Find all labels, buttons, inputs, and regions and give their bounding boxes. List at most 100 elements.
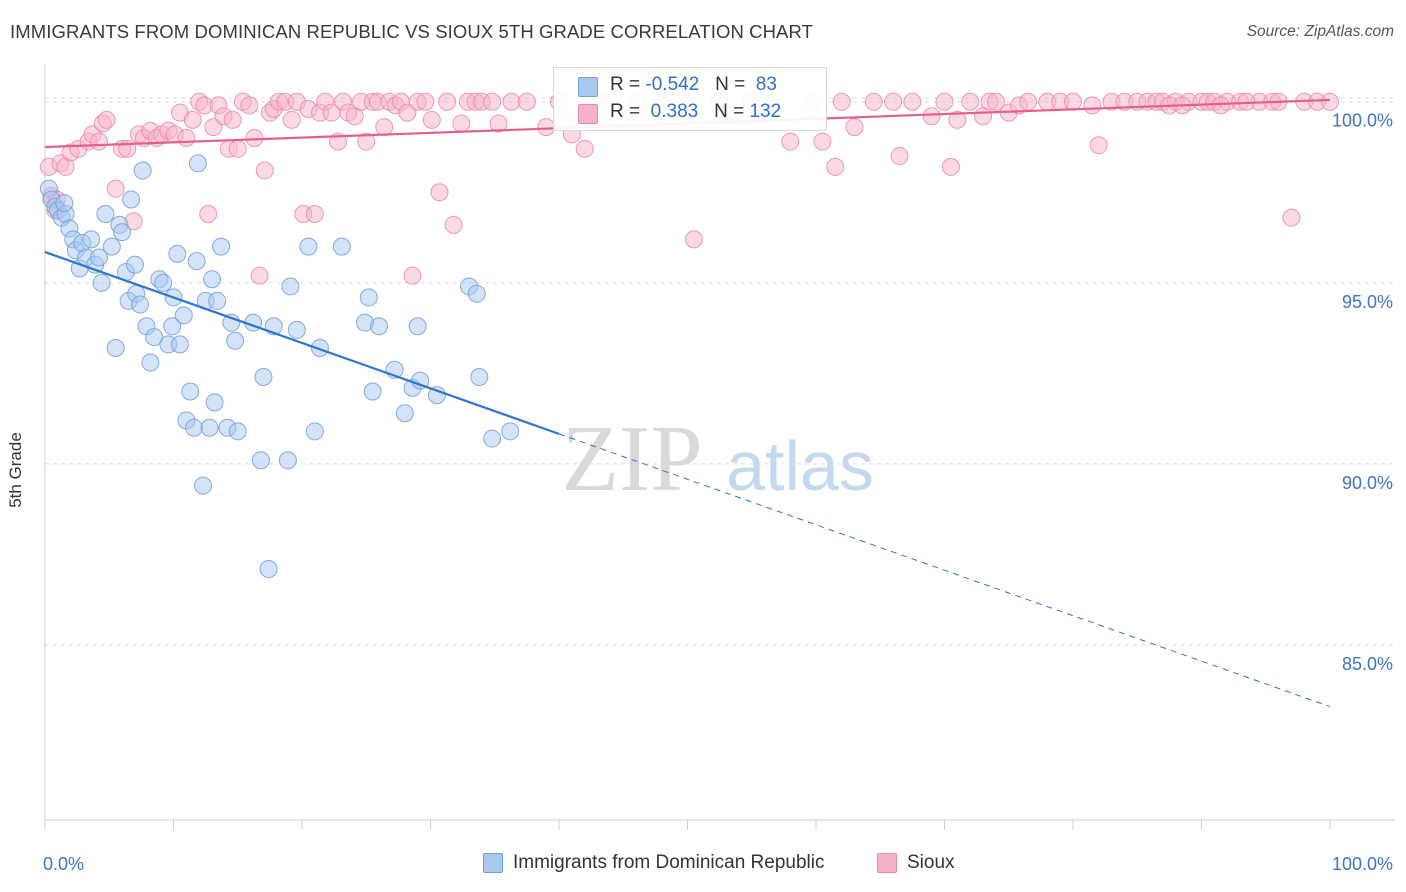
axes <box>44 64 1395 830</box>
x-tick-label: 0.0% <box>43 854 84 874</box>
data-point <box>183 110 202 129</box>
data-point <box>96 205 115 224</box>
data-point <box>305 205 324 224</box>
data-point <box>845 118 864 137</box>
sioux-legend-swatch <box>877 853 897 873</box>
legend-label: Sioux <box>907 852 955 873</box>
data-point <box>427 386 446 405</box>
x-tick-label: 100.0% <box>1332 854 1393 874</box>
r-label: R = <box>610 101 641 122</box>
data-point <box>974 107 993 126</box>
data-point <box>255 161 274 180</box>
data-point <box>438 92 457 111</box>
data-point <box>187 252 206 271</box>
stats-text: R = 0.383 N = 132 <box>610 101 781 123</box>
data-point <box>467 284 486 303</box>
data-point <box>826 157 845 176</box>
data-point <box>422 110 441 129</box>
data-point <box>332 237 351 256</box>
data-point <box>1321 92 1339 111</box>
data-point <box>310 339 329 358</box>
data-point <box>281 277 300 296</box>
n-label: N = <box>715 74 746 95</box>
data-point <box>408 317 427 336</box>
y-tick-label: 90.0% <box>1342 473 1393 493</box>
data-point <box>228 139 247 158</box>
data-point <box>287 320 306 339</box>
data-point <box>163 317 182 336</box>
data-point <box>133 161 152 180</box>
data-point <box>106 339 125 358</box>
data-point <box>82 230 101 249</box>
data-point <box>832 92 851 111</box>
data-point <box>941 157 960 176</box>
data-point <box>250 266 269 285</box>
data-point <box>89 132 108 151</box>
dominican-swatch <box>578 77 598 97</box>
data-point <box>903 92 922 111</box>
n-value: 83 <box>755 74 777 95</box>
data-point <box>282 110 301 129</box>
data-point <box>154 273 173 292</box>
data-point <box>299 237 318 256</box>
data-point <box>517 92 536 111</box>
data-point <box>444 215 463 234</box>
data-point <box>141 353 160 372</box>
data-point <box>212 237 231 256</box>
data-point <box>1089 136 1108 155</box>
stats-text: R = -0.542 N = 83 <box>610 74 777 96</box>
dominican-legend-swatch <box>483 853 503 873</box>
data-point <box>228 422 247 441</box>
watermark-atlas: atlas <box>726 427 874 505</box>
data-point <box>1282 208 1301 227</box>
data-point <box>226 331 245 350</box>
data-point <box>259 559 278 578</box>
r-value: 0.383 <box>650 101 699 122</box>
data-point <box>131 295 150 314</box>
data-point <box>177 128 196 147</box>
stats-legend: R = -0.542 N = 83 R = 0.383 N = 132 <box>553 67 827 131</box>
data-point <box>200 418 219 437</box>
data-point <box>102 237 121 256</box>
data-point <box>251 451 270 470</box>
data-point <box>254 367 273 386</box>
n-label: N = <box>714 101 745 122</box>
data-point <box>89 248 108 267</box>
data-point <box>188 154 207 173</box>
data-point <box>922 107 941 126</box>
data-point <box>363 382 382 401</box>
trend-lines <box>44 98 1331 708</box>
data-point <box>1064 92 1082 111</box>
data-point <box>948 110 967 129</box>
data-point <box>1019 92 1038 111</box>
data-point <box>181 382 200 401</box>
data-point <box>194 476 213 495</box>
data-point <box>395 404 414 423</box>
y-tick-label: 100.0% <box>1332 111 1393 131</box>
data-point <box>208 291 227 310</box>
grid-lines <box>45 97 1395 646</box>
watermark-zip: ZIP <box>562 407 703 511</box>
data-point <box>502 92 521 111</box>
legend-label: Immigrants from Dominican Republic <box>513 852 825 873</box>
dominican-trend-extension <box>558 433 1331 708</box>
data-point <box>961 92 980 111</box>
y-tick-label: 85.0% <box>1342 654 1393 674</box>
r-label: R = <box>610 74 641 95</box>
n-value: 132 <box>749 101 782 122</box>
data-point <box>884 92 903 111</box>
data-point <box>185 418 204 437</box>
data-point <box>370 317 389 336</box>
y-tick-label: 95.0% <box>1342 292 1393 312</box>
sioux-swatch <box>578 104 598 124</box>
data-point <box>489 114 508 133</box>
watermark: ZIP atlas <box>562 407 874 511</box>
data-point <box>240 96 259 115</box>
data-point <box>55 194 74 213</box>
r-value: -0.542 <box>645 74 700 95</box>
source-credit: Source: ZipAtlas.com <box>1246 23 1394 40</box>
data-point <box>168 244 187 263</box>
data-point <box>145 328 164 347</box>
data-point <box>223 110 242 129</box>
